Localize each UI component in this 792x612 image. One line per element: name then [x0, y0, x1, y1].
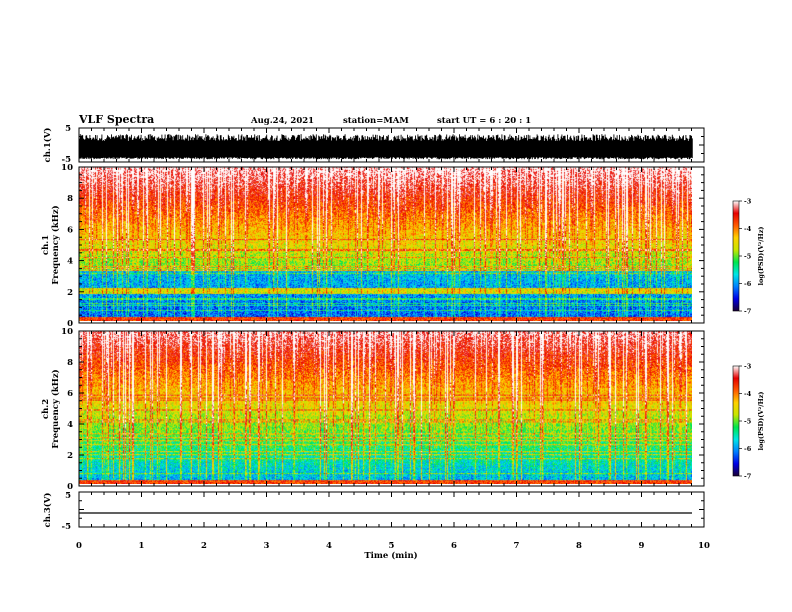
y-tick-label-s1-2: 4 [67, 257, 73, 267]
chart-title: VLF Spectra [78, 113, 154, 126]
x-tick-label-3: 3 [264, 541, 270, 551]
cb-tick-label-2-4: -7 [744, 473, 751, 481]
cb-tick-label-1-1: -4 [744, 225, 752, 233]
header-date: Aug.24, 2021 [250, 116, 314, 126]
x-tick-label-0: 0 [76, 541, 82, 551]
ch3-ytick-bottom: -5 [62, 522, 72, 532]
x-tick-label-7: 7 [514, 541, 520, 551]
ch3-waveform-panel: 5 -5 ch.3(V) [42, 491, 705, 532]
ch2-spectrogram-panel: 0 2 4 6 8 10 ch.2 Frequency (kHz) [41, 327, 705, 492]
ch3-ytick-top: 5 [65, 491, 71, 501]
ch1-ylabel: ch.1(V) [42, 128, 53, 163]
ch1-ytick-bottom: -5 [62, 155, 72, 165]
ch1-spec-ylabel-frequency: Frequency (kHz) [50, 205, 61, 284]
y-tick-label-s2-3: 6 [67, 389, 73, 399]
ch1-spectrogram-image [79, 167, 692, 321]
x-tick-label-10: 10 [698, 541, 710, 551]
x-tick-label-6: 6 [451, 541, 457, 551]
cb-tick-label-1-4: -7 [744, 308, 751, 316]
x-tick-label-4: 4 [326, 541, 332, 551]
x-tick-label-5: 5 [389, 541, 395, 551]
x-tick-label-1: 1 [139, 541, 145, 551]
ch2-colorbar-gradient [732, 365, 740, 477]
ch1-ytick-top: 5 [65, 124, 71, 134]
header-station: station=MAM [343, 116, 409, 126]
y-tick-label-s1-4: 8 [67, 194, 73, 204]
ch2-spectrogram-image [79, 331, 692, 484]
y-tick-label-s2-0: 0 [67, 482, 73, 492]
x-tick-label-8: 8 [576, 541, 582, 551]
ch1-waveform-trace [79, 134, 693, 160]
ch2-spec-ylabel-channel: ch.2 [41, 399, 51, 419]
y-tick-label-s2-5: 10 [61, 327, 73, 337]
x-tick-label-9: 9 [639, 541, 645, 551]
cb-tick-label-1-2: -5 [744, 253, 752, 261]
cb-tick-label-2-3: -6 [744, 445, 752, 453]
header-start-ut: start UT = 6 : 20 : 1 [437, 116, 531, 126]
x-axis-label: Time (min) [364, 550, 417, 561]
y-tick-label-s1-3: 6 [67, 225, 73, 235]
x-tick-label-2: 2 [201, 541, 207, 551]
ch1-colorbar-gradient [732, 200, 740, 312]
ch1-colorbar: -3 -4 -5 -6 -7 log(PSD)(V²/Hz) [732, 198, 765, 316]
ch2-spec-ylabel-frequency: Frequency (kHz) [50, 369, 61, 448]
ch3-ylabel: ch.3(V) [42, 493, 53, 528]
cb-tick-label-2-1: -4 [744, 390, 752, 398]
y-tick-label-s1-1: 2 [67, 288, 73, 298]
ch1-spectrogram-panel: 0 2 4 6 8 10 ch.1 Frequency (kHz) [41, 163, 705, 329]
ch2-colorbar-label: log(PSD)(V²/Hz) [757, 392, 765, 451]
ch3-panel-frame [78, 491, 705, 528]
cb-tick-label-1-3: -6 [744, 280, 752, 288]
ch2-colorbar: -3 -4 -5 -6 -7 log(PSD)(V²/Hz) [732, 363, 765, 481]
y-tick-label-s2-2: 4 [67, 420, 73, 430]
ch1-spec-ylabel-channel: ch.1 [41, 235, 51, 255]
cb-tick-label-2-2: -5 [744, 418, 752, 426]
cb-tick-label-1-0: -3 [744, 198, 752, 206]
y-tick-label-s2-4: 8 [67, 358, 73, 368]
ch1-waveform-panel: 5 -5 ch.1(V) [42, 124, 705, 165]
y-tick-label-s1-0: 0 [67, 319, 73, 329]
cb-tick-label-2-0: -3 [744, 363, 752, 371]
ch1-colorbar-label: log(PSD)(V²/Hz) [757, 227, 765, 286]
y-tick-label-s1-5: 10 [61, 163, 73, 173]
y-tick-label-s2-1: 2 [67, 451, 73, 461]
ch1-waveform-path [79, 134, 693, 160]
